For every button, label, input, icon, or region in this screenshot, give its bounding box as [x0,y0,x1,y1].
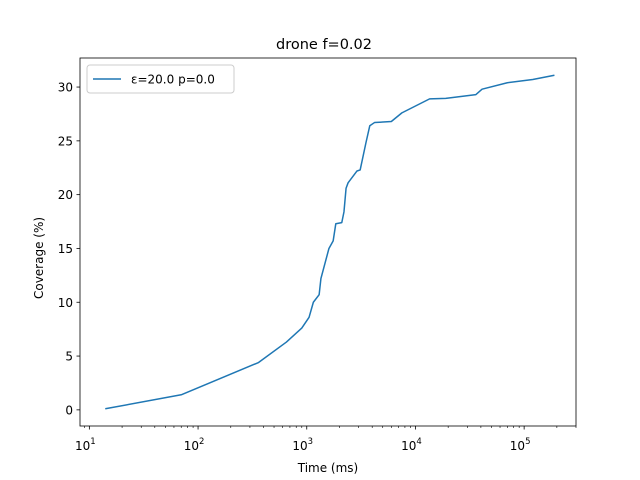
x-tick-label-base: 10 [75,439,90,453]
x-axis-label: Time (ms) [297,461,359,475]
x-tick-label-exponent: 1 [90,437,95,447]
x-tick-label: 105 [510,437,531,453]
x-tick-label-exponent: 3 [308,437,313,447]
series-line-0 [105,74,555,410]
y-tick-label: 30 [58,81,73,95]
y-tick-label: 20 [58,188,73,202]
x-tick-label: 102 [184,437,205,453]
x-tick-label-base: 10 [401,439,416,453]
plot-frame [79,57,577,427]
chart-title: drone f=0.02 [276,37,372,53]
x-tick-label-exponent: 4 [416,437,421,447]
x-tick-label: 101 [75,437,96,453]
y-axis-ticks: 0 5 10 15 20 25 30 [58,81,80,417]
series-group [105,74,555,410]
y-axis-label: Coverage (%) [32,217,46,299]
y-tick-label: 10 [58,296,73,310]
x-tick-label-exponent: 2 [199,437,204,447]
y-tick-label: 15 [58,242,73,256]
x-tick-label-exponent: 5 [525,437,530,447]
x-tick-label: 103 [292,437,313,453]
y-tick-label: 5 [65,350,73,364]
y-tick-label: 25 [58,134,73,148]
x-tick-label: 104 [401,437,422,453]
legend-entry-label: ε=20.0 p=0.0 [131,73,215,87]
y-tick-label: 0 [65,403,73,417]
legend-box [86,64,235,94]
x-tick-label-base: 10 [184,439,199,453]
x-axis-ticks: 101 102 103 104 105 [75,426,577,453]
x-tick-label-base: 10 [292,439,307,453]
x-tick-label-base: 10 [510,439,525,453]
legend: ε=20.0 p=0.0 [86,64,235,94]
